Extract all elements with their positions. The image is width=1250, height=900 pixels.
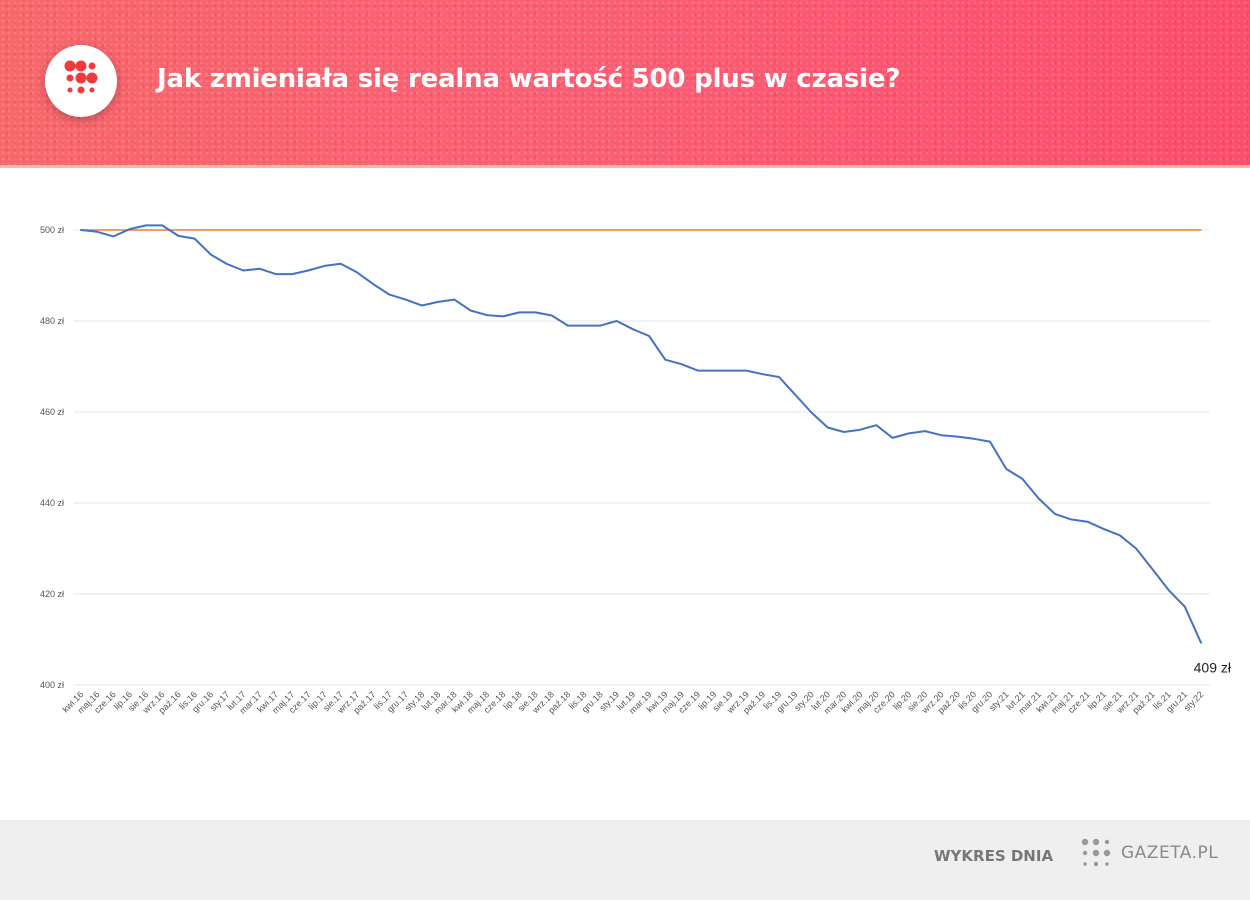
header-banner: Jak zmieniała się realna wartość 500 plu… xyxy=(0,0,1250,165)
y-tick-label: 400 zł xyxy=(40,680,64,690)
dot-grid-logo-icon xyxy=(45,45,117,117)
y-tick-label: 420 zł xyxy=(40,589,64,599)
brand-name: GAZETA.PL xyxy=(1121,843,1219,863)
header-photo-texture xyxy=(0,0,1250,165)
chart-area: 400 zł 420 zł 440 zł 460 zł 480 zł 500 zł kwi.… xyxy=(0,168,1250,818)
series-line-value xyxy=(80,224,1202,644)
footer-label: WYKRES DNIA xyxy=(934,847,1054,865)
end-data-label: 409 zł xyxy=(1194,660,1232,676)
y-tick-label: 440 zł xyxy=(40,498,64,508)
page-title: Jak zmieniała się realna wartość 500 plu… xyxy=(157,64,901,94)
y-tick-label: 500 zł xyxy=(40,225,64,235)
header-divider xyxy=(0,165,1250,168)
gazeta-dots-icon xyxy=(1081,838,1111,867)
y-tick-label: 460 zł xyxy=(40,407,64,417)
footer-bar: WYKRES DNIA GAZETA.PL xyxy=(0,820,1250,900)
y-tick-label: 480 zł xyxy=(40,316,64,326)
